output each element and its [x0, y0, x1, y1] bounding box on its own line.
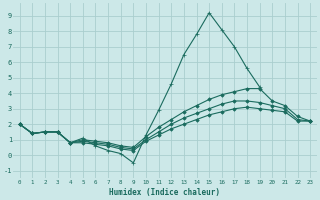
X-axis label: Humidex (Indice chaleur): Humidex (Indice chaleur)	[109, 188, 220, 197]
